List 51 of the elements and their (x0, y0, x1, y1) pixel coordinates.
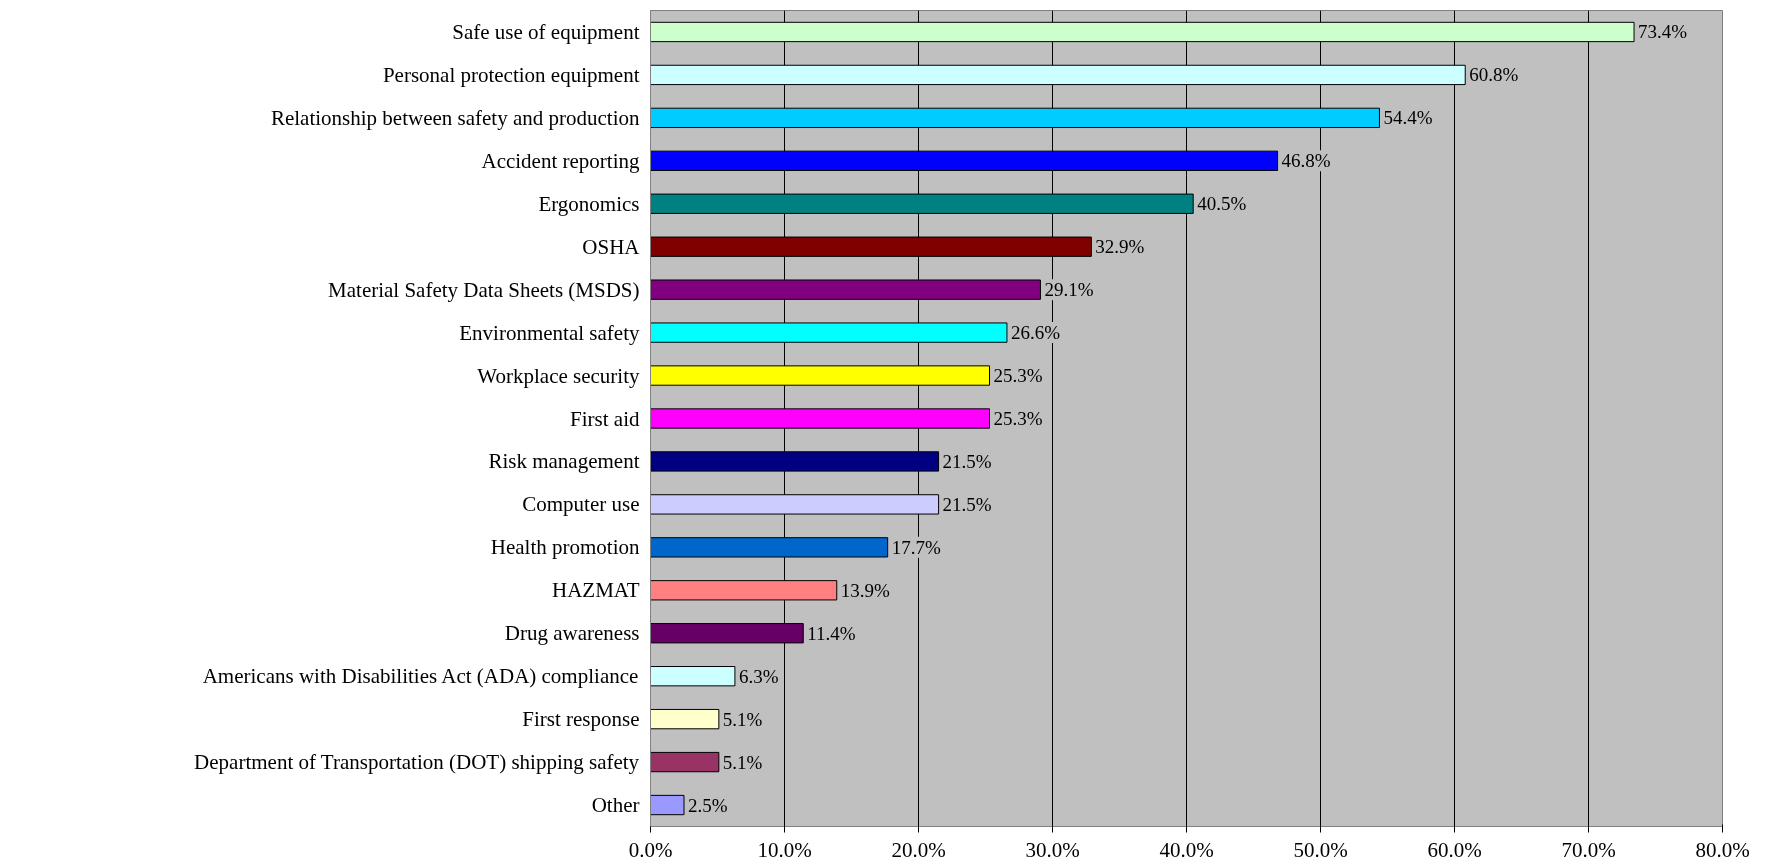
data-label: 60.8% (1469, 64, 1519, 86)
y-tick-label: Relationship between safety and production (270, 105, 640, 130)
data-label: 25.3% (993, 408, 1043, 429)
data-label: 26.6% (1010, 322, 1061, 344)
y-tick-label: Department of Transportation (DOT) shipping safety (194, 750, 640, 775)
y-tick-label: Ergonomics (538, 191, 640, 216)
y-tick-label: Workplace security (477, 363, 640, 388)
y-tick-label: Material Safety Data Sheets (MSDS) (328, 277, 640, 302)
x-tick-label: 0.0% (628, 837, 673, 862)
y-tick-label: Americans with Disabilities Act (ADA) compliance (202, 664, 639, 689)
bar (650, 666, 736, 687)
y-tick-label: Other (591, 793, 640, 818)
x-tick-label: 50.0% (1293, 837, 1348, 862)
data-label: 73.4% (1638, 21, 1688, 43)
y-tick-label: HAZMAT (552, 578, 640, 603)
y-tick-label: Personal protection equipment (382, 62, 640, 87)
y-tick-label: OSHA (582, 234, 641, 259)
y-tick-label: First aid (570, 406, 640, 431)
data-label: 5.1% (722, 708, 763, 730)
x-tick-label: 20.0% (891, 837, 946, 862)
y-tick-label: Risk management (488, 449, 640, 474)
bar (650, 751, 720, 773)
bar (650, 794, 685, 816)
x-tick-label: 80.0% (1695, 837, 1750, 862)
data-label: 6.3% (738, 665, 779, 687)
data-label: 21.5% (942, 450, 992, 472)
x-tick-label: 40.0% (1159, 837, 1214, 862)
data-label: 54.4% (1383, 107, 1433, 129)
data-label: 5.1% (722, 751, 763, 773)
y-tick-label: Drug awareness (504, 621, 640, 646)
y-tick-label: First response (522, 707, 640, 732)
x-tick-label: 30.0% (1025, 837, 1080, 862)
x-tick-label: 60.0% (1427, 837, 1482, 862)
y-tick-label: Computer use (522, 492, 640, 517)
x-tick-label: 10.0% (757, 837, 812, 862)
y-tick-label: Environmental safety (459, 320, 640, 345)
data-label: 46.8% (1281, 150, 1331, 172)
y-tick-label: Health promotion (490, 535, 640, 560)
data-label: 40.5% (1197, 193, 1247, 215)
x-tick-label: 70.0% (1561, 837, 1616, 862)
y-tick-label: Safe use of equipment (452, 19, 640, 44)
data-label: 21.5% (942, 493, 992, 515)
data-label: 13.9% (840, 579, 891, 601)
data-label: 11.4% (807, 622, 856, 644)
y-tick-label: Accident reporting (481, 148, 640, 173)
data-label: 25.3% (993, 365, 1043, 387)
bar (650, 708, 720, 730)
data-label: 2.5% (688, 794, 728, 816)
data-label: 17.7% (891, 536, 941, 558)
data-label: 29.1% (1044, 279, 1094, 301)
data-label: 32.9% (1095, 236, 1145, 258)
